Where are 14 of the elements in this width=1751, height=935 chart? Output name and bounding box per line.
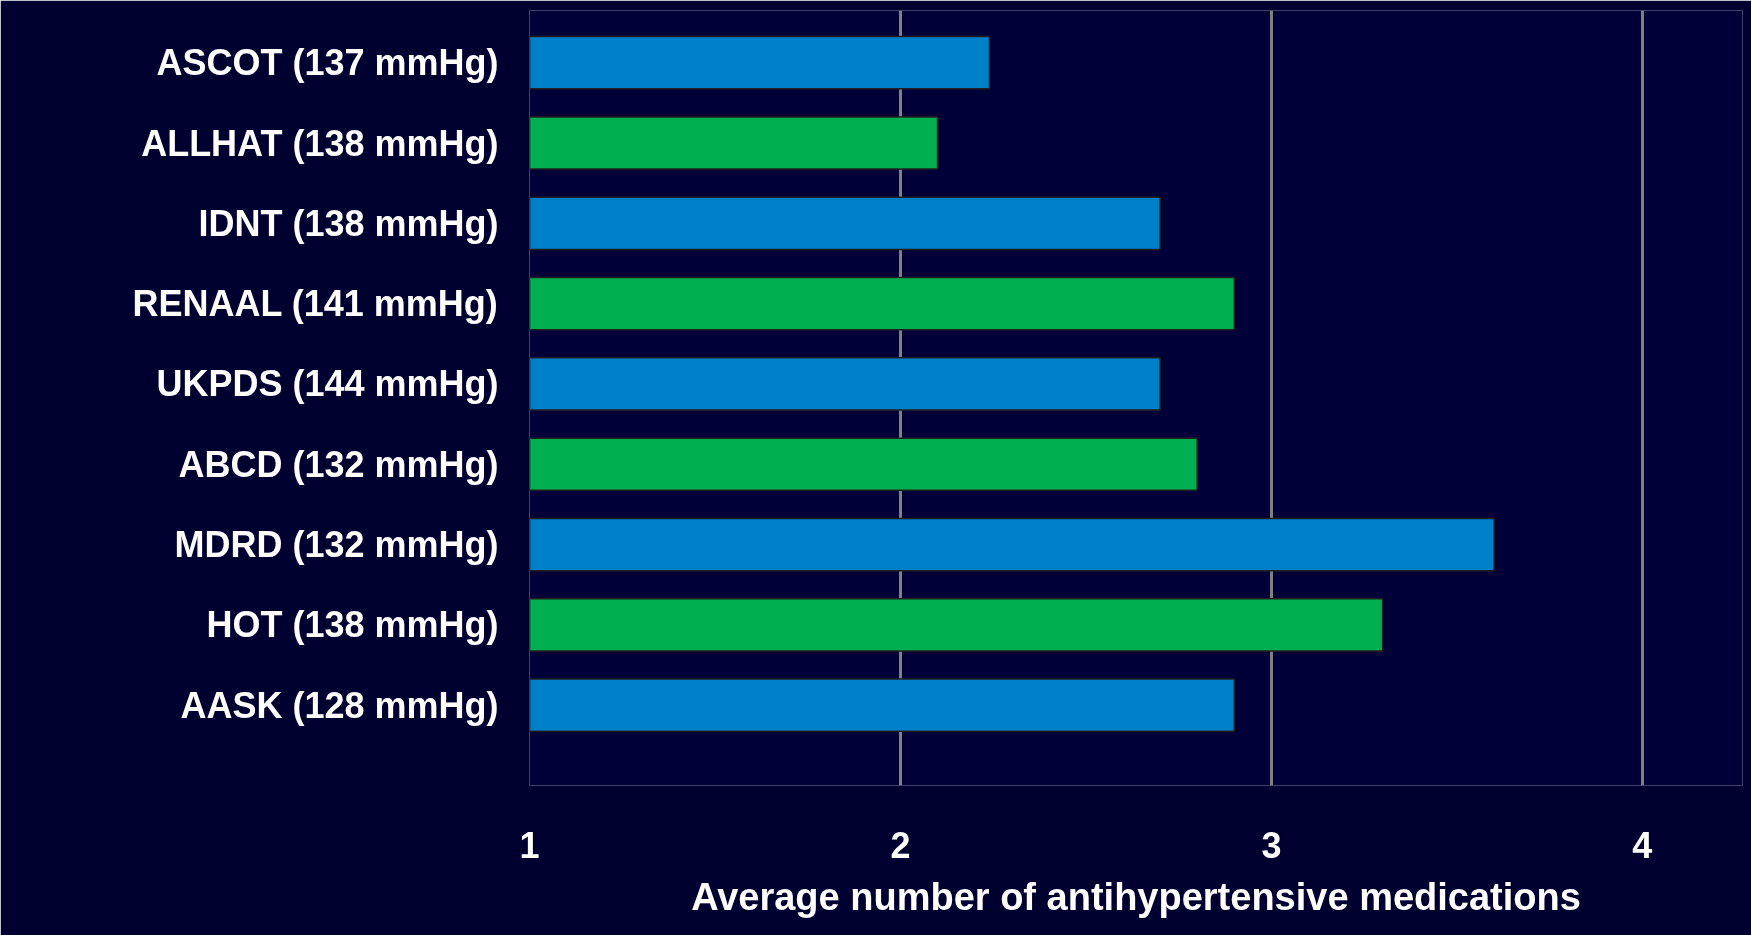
y-tick-label: ABCD (132 mmHg): [178, 443, 499, 485]
y-tick-label: UKPDS (144 mmHg): [156, 363, 499, 405]
x-axis-title: Average number of antihypertensive medications: [691, 875, 1581, 918]
x-tick-label: 2: [890, 824, 911, 866]
x-tick-label: 4: [1632, 824, 1653, 866]
x-tick-label: 3: [1261, 824, 1282, 866]
y-tick-label: ALLHAT (138 mmHg): [141, 122, 499, 164]
y-tick-label: MDRD (132 mmHg): [174, 524, 499, 566]
y-tick-label: HOT (138 mmHg): [206, 604, 499, 646]
y-tick-label: IDNT (138 mmHg): [198, 202, 499, 244]
y-tick-label: ASCOT (137 mmHg): [156, 42, 499, 84]
x-tick-label: 1: [519, 824, 540, 866]
y-tick-label: RENAAL (141 mmHg): [132, 283, 498, 325]
y-tick-label: AASK (128 mmHg): [180, 684, 499, 726]
